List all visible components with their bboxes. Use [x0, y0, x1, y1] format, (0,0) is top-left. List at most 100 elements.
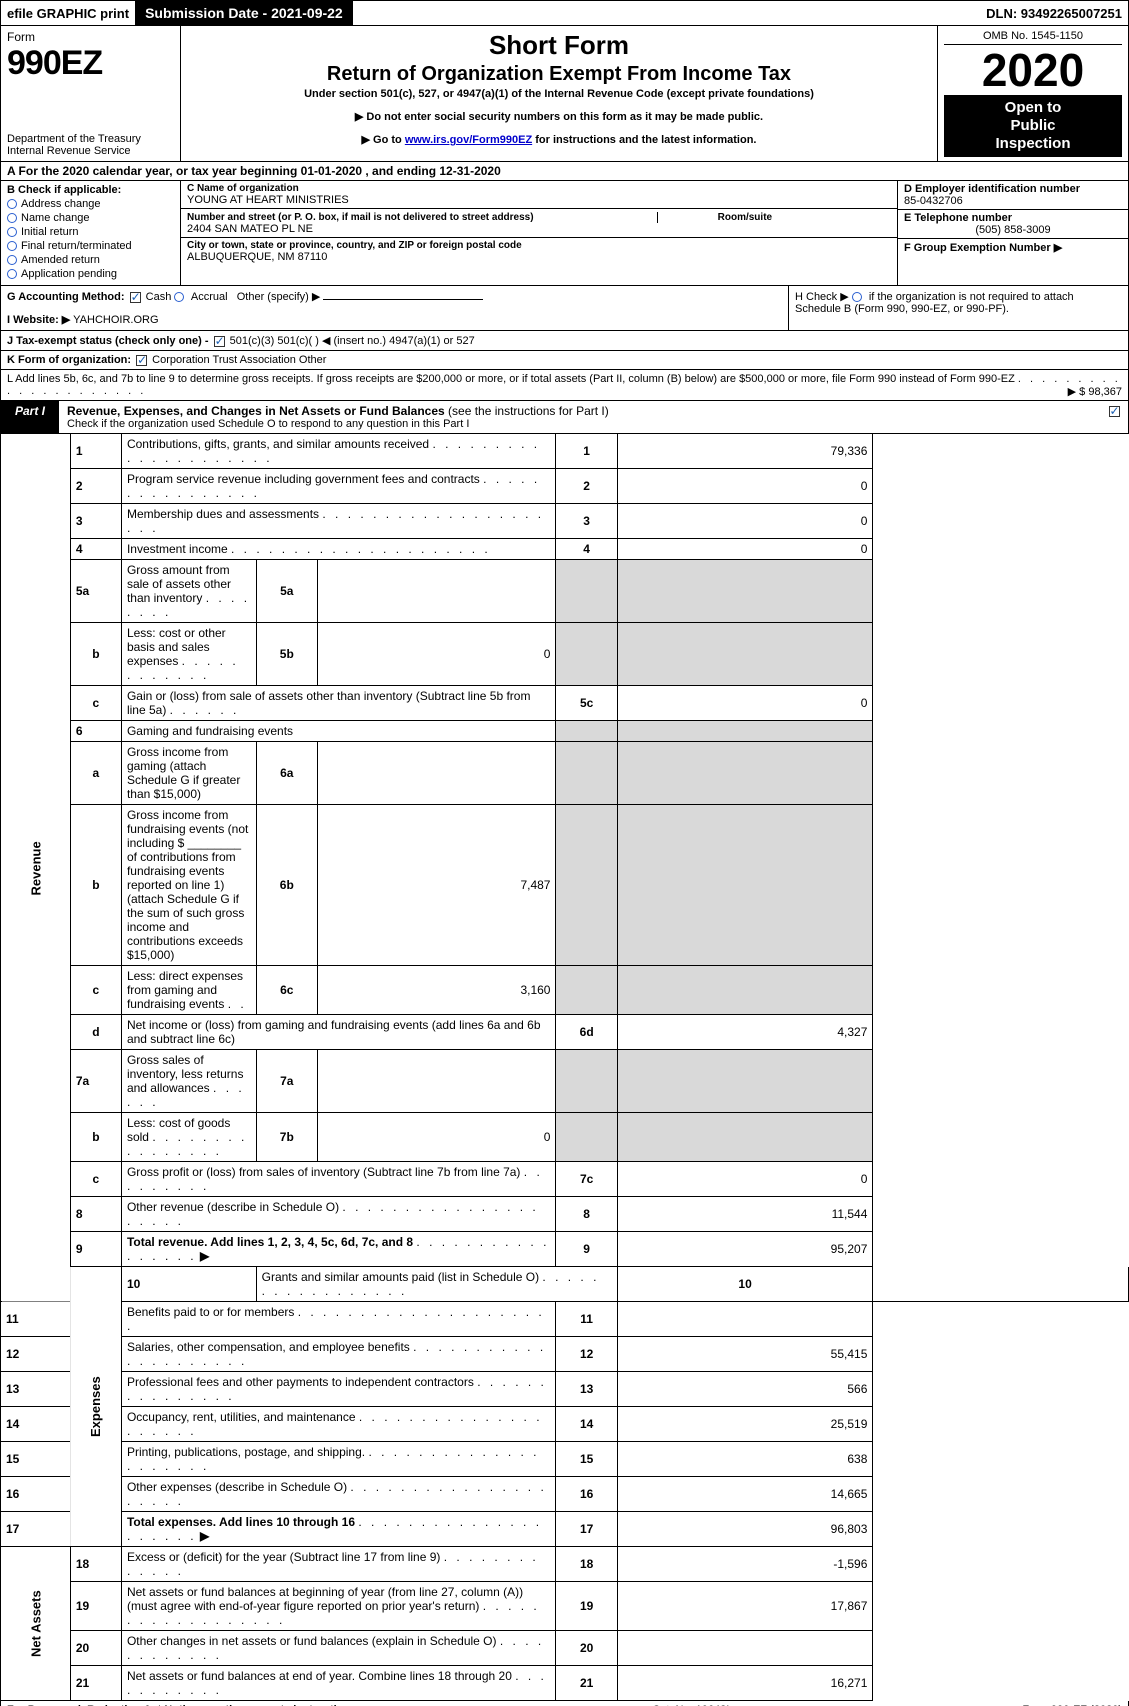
line-7a-bval	[317, 1050, 556, 1113]
line-16-num: 16	[1, 1477, 71, 1512]
line-6d-num: d	[70, 1015, 121, 1050]
opt-initial-return[interactable]: Initial return	[7, 226, 174, 238]
opt-app-pending[interactable]: Application pending	[7, 268, 174, 280]
line-3-col: 3	[556, 504, 617, 539]
city-value: ALBUQUERQUE, NM 87110	[187, 251, 891, 263]
line-21-num: 21	[70, 1666, 121, 1701]
chk-501c3[interactable]	[214, 336, 225, 347]
dept-treasury: Department of the Treasury	[7, 133, 174, 145]
line-1-val: 79,336	[617, 434, 873, 469]
chk-accrual[interactable]	[174, 292, 184, 302]
dots: . . . . . . . . . . . . . . . . . . . . …	[231, 542, 491, 556]
note-link-post: for instructions and the latest informat…	[535, 134, 756, 146]
line-13-desc: Professional fees and other payments to …	[127, 1375, 474, 1389]
line-6-num: 6	[70, 721, 121, 742]
line-4-num: 4	[70, 539, 121, 560]
k-opts: Corporation Trust Association Other	[152, 354, 326, 366]
chk-corp[interactable]	[136, 355, 147, 366]
info-grid: B Check if applicable: Address change Na…	[0, 181, 1129, 286]
line-12-desc: Salaries, other compensation, and employ…	[127, 1340, 410, 1354]
line-20-val	[617, 1631, 873, 1666]
open-line-1: Open to	[946, 99, 1120, 117]
shade	[617, 742, 873, 805]
form-header: Form 990EZ Department of the Treasury In…	[0, 26, 1129, 162]
opt-label: Name change	[21, 212, 90, 224]
irs-link[interactable]: www.irs.gov/Form990EZ	[405, 134, 532, 146]
tel-value: (505) 858-3009	[904, 224, 1122, 236]
opt-final-return[interactable]: Final return/terminated	[7, 240, 174, 252]
line-5b-num: b	[70, 623, 121, 686]
line-6a-box: 6a	[256, 742, 317, 805]
chk-schedule-o[interactable]	[1109, 406, 1120, 417]
form-number: 990EZ	[7, 44, 174, 83]
line-1-desc: Contributions, gifts, grants, and simila…	[127, 437, 429, 451]
ein-label: D Employer identification number	[904, 183, 1122, 195]
line-5c-col: 5c	[556, 686, 617, 721]
line-5a-num: 5a	[70, 560, 121, 623]
line-4-col: 4	[556, 539, 617, 560]
line-2-desc: Program service revenue including govern…	[127, 472, 480, 486]
line-15-val: 638	[617, 1442, 873, 1477]
line-16-col: 16	[556, 1477, 617, 1512]
shade	[617, 966, 873, 1015]
line-2-col: 2	[556, 469, 617, 504]
line-6d-val: 4,327	[617, 1015, 873, 1050]
line-5a-box: 5a	[256, 560, 317, 623]
shade	[556, 805, 617, 966]
section-a: A For the 2020 calendar year, or tax yea…	[0, 162, 1129, 181]
line-6c-bval: 3,160	[317, 966, 556, 1015]
footer: For Paperwork Reduction Act Notice, see …	[0, 1701, 1129, 1706]
line-7b-bval: 0	[317, 1113, 556, 1162]
arrow-icon: ▶	[200, 1249, 209, 1263]
footer-mid: Cat. No. 10642I	[652, 1704, 729, 1706]
address-value: 2404 SAN MATEO PL NE	[187, 223, 891, 235]
line-19-col: 19	[556, 1582, 617, 1631]
line-21-col: 21	[556, 1666, 617, 1701]
line-6c-num: c	[70, 966, 121, 1015]
line-7a-box: 7a	[256, 1050, 317, 1113]
ein-value: 85-0432706	[904, 195, 1122, 207]
line-k: K Form of organization: Corporation Trus…	[0, 351, 1129, 370]
line-8-num: 8	[70, 1197, 121, 1232]
line-10-col: 10	[617, 1267, 873, 1302]
line-6-desc: Gaming and fundraising events	[121, 721, 556, 742]
chk-cash[interactable]	[130, 292, 141, 303]
g-cash: Cash	[146, 291, 172, 303]
address-label: Number and street (or P. O. box, if mail…	[187, 212, 534, 223]
line-7c-desc: Gross profit or (loss) from sales of inv…	[127, 1165, 520, 1179]
tel-label: E Telephone number	[904, 212, 1122, 224]
part1-tag: Part I	[1, 401, 59, 433]
opt-amended[interactable]: Amended return	[7, 254, 174, 266]
line-13-col: 13	[556, 1372, 617, 1407]
line-7c-num: c	[70, 1162, 121, 1197]
arrow-icon: ▶	[200, 1529, 209, 1543]
line-18-desc: Excess or (deficit) for the year (Subtra…	[127, 1550, 440, 1564]
line-j: J Tax-exempt status (check only one) - 5…	[0, 331, 1129, 351]
line-1-num: 1	[70, 434, 121, 469]
org-name: YOUNG AT HEART MINISTRIES	[187, 194, 891, 206]
line-6b-bval: 7,487	[317, 805, 556, 966]
line-11-desc: Benefits paid to or for members	[127, 1305, 294, 1319]
efile-label: efile GRAPHIC print	[1, 4, 135, 23]
line-10-desc: Grants and similar amounts paid (list in…	[262, 1270, 539, 1284]
opt-label: Amended return	[21, 254, 100, 266]
dots: . . . . . .	[170, 703, 240, 717]
j-opts: 501(c)(3) 501(c)( ) ◀ (insert no.) 4947(…	[230, 335, 475, 347]
line-10-val	[873, 1267, 1129, 1302]
line-14-val: 25,519	[617, 1407, 873, 1442]
line-6d-col: 6d	[556, 1015, 617, 1050]
line-2-val: 0	[617, 469, 873, 504]
org-name-label: C Name of organization	[187, 183, 891, 194]
header-left: Form 990EZ Department of the Treasury In…	[1, 26, 181, 161]
line-17-col: 17	[556, 1512, 617, 1547]
side-revenue: Revenue	[1, 434, 71, 1302]
line-9-num: 9	[70, 1232, 121, 1267]
omb-number: OMB No. 1545-1150	[944, 30, 1122, 45]
line-16-desc: Other expenses (describe in Schedule O)	[127, 1480, 347, 1494]
line-11-col: 11	[556, 1302, 617, 1337]
line-17-val: 96,803	[617, 1512, 873, 1547]
chk-h[interactable]	[852, 292, 862, 302]
row-gh: G Accounting Method: Cash Accrual Other …	[0, 286, 1129, 331]
opt-address-change[interactable]: Address change	[7, 198, 174, 210]
opt-name-change[interactable]: Name change	[7, 212, 174, 224]
